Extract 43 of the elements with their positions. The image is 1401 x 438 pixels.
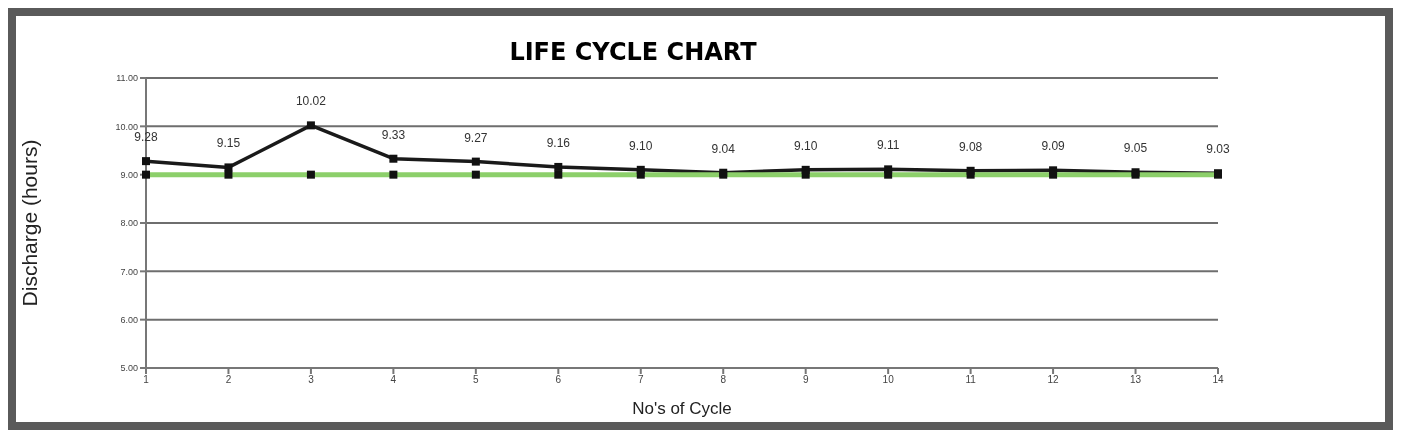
x-tick-label: 2: [225, 374, 232, 386]
data-label: 9.03: [1206, 142, 1230, 157]
y-tick-label: 9.00: [120, 169, 138, 180]
data-label: 9.04: [711, 141, 736, 156]
x-tick-label: 8: [720, 374, 727, 386]
data-label: 10.02: [295, 94, 327, 109]
point: [554, 162, 563, 171]
data-label: 9.05: [1123, 141, 1148, 156]
point: [471, 157, 480, 166]
x-tick-label: 6: [555, 374, 562, 386]
x-tick-label: 7: [637, 374, 644, 386]
data-label: 9.10: [794, 138, 818, 153]
y-axis-title: Discharge (hours): [18, 139, 42, 307]
y-tick-label: 5.00: [120, 363, 138, 374]
data-label: 9.15: [216, 136, 241, 151]
data-label: 9.27: [464, 130, 488, 145]
point: [224, 163, 233, 172]
x-tick-label: 14: [1212, 374, 1224, 386]
data-label: 9.16: [546, 135, 571, 150]
x-tick-label: 13: [1129, 374, 1142, 386]
y-tick-label: 8.00: [120, 218, 138, 229]
chart-title: LIFE CYCLE CHART: [508, 38, 758, 66]
data-label: 9.08: [958, 139, 983, 154]
y-tick-label: 11.00: [116, 73, 138, 84]
data-label: 9.10: [629, 138, 653, 153]
x-tick-label: 12: [1047, 374, 1060, 386]
point: [389, 154, 398, 163]
point: [306, 121, 315, 130]
x-tick-label: 9: [802, 374, 809, 386]
x-tick-label: 3: [308, 374, 315, 386]
x-tick-label: 10: [882, 374, 895, 386]
y-tick-label: 6.00: [120, 314, 138, 325]
data-label: 9.09: [1041, 139, 1066, 154]
x-tick-label: 11: [965, 374, 977, 386]
y-tick-label: 10.00: [115, 121, 138, 132]
x-tick-label: 4: [390, 374, 397, 386]
data-label: 9.11: [876, 138, 900, 153]
x-axis-title: No's of Cycle: [632, 399, 732, 418]
x-tick-label: 1: [143, 374, 150, 386]
point: [142, 157, 150, 166]
data-label: 9.33: [381, 127, 406, 142]
x-tick-label: 5: [473, 374, 480, 386]
y-tick-label: 7.00: [120, 266, 138, 277]
